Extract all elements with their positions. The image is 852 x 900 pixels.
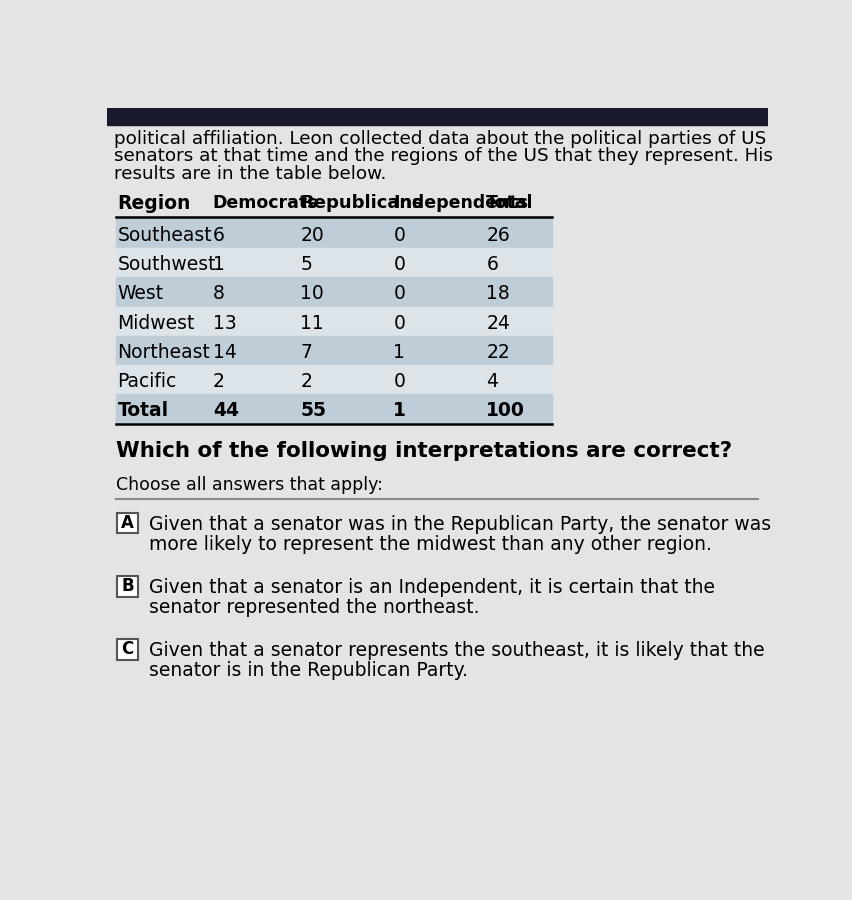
Bar — [116, 277, 551, 306]
Text: Southeast: Southeast — [118, 226, 212, 245]
Text: Midwest: Midwest — [118, 313, 194, 333]
FancyBboxPatch shape — [117, 513, 138, 534]
Text: 0: 0 — [393, 284, 405, 303]
FancyBboxPatch shape — [117, 639, 138, 660]
Bar — [106, 108, 767, 125]
Bar — [116, 365, 551, 393]
Bar — [116, 219, 551, 248]
Bar — [116, 248, 551, 276]
Bar — [116, 394, 551, 423]
Text: 0: 0 — [393, 313, 405, 333]
Text: Southwest: Southwest — [118, 255, 216, 274]
Text: 55: 55 — [300, 401, 326, 420]
Text: senators at that time and the regions of the US that they represent. His: senators at that time and the regions of… — [114, 148, 773, 166]
Text: 1: 1 — [393, 401, 406, 420]
Text: 6: 6 — [486, 255, 498, 274]
Text: Given that a senator represents the southeast, it is likely that the: Given that a senator represents the sout… — [149, 641, 764, 660]
Text: 5: 5 — [300, 255, 312, 274]
Text: Given that a senator is an Independent, it is certain that the: Given that a senator is an Independent, … — [149, 578, 715, 597]
Bar — [116, 307, 551, 335]
Text: 0: 0 — [393, 372, 405, 392]
Text: political affiliation. Leon collected data about the political parties of US: political affiliation. Leon collected da… — [114, 130, 766, 148]
Text: Given that a senator was in the Republican Party, the senator was: Given that a senator was in the Republic… — [149, 515, 770, 534]
Text: A: A — [121, 514, 134, 532]
Text: 20: 20 — [300, 226, 324, 245]
Text: 2: 2 — [212, 372, 224, 392]
Text: 0: 0 — [393, 255, 405, 274]
Text: 4: 4 — [486, 372, 498, 392]
Bar — [116, 336, 551, 364]
Text: 2: 2 — [300, 372, 312, 392]
Text: Northeast: Northeast — [118, 343, 210, 362]
Text: Choose all answers that apply:: Choose all answers that apply: — [116, 476, 383, 494]
Text: Which of the following interpretations are correct?: Which of the following interpretations a… — [116, 441, 731, 461]
Text: C: C — [121, 640, 134, 658]
Text: Independents: Independents — [393, 194, 528, 212]
Text: 26: 26 — [486, 226, 509, 245]
Text: 8: 8 — [212, 284, 224, 303]
Text: 22: 22 — [486, 343, 509, 362]
Text: 18: 18 — [486, 284, 509, 303]
Text: results are in the table below.: results are in the table below. — [114, 165, 386, 183]
Text: 13: 13 — [212, 313, 236, 333]
Text: 14: 14 — [212, 343, 236, 362]
Text: Pacific: Pacific — [118, 372, 176, 392]
Text: B: B — [121, 577, 134, 595]
Text: Republicans: Republicans — [300, 194, 423, 212]
Text: 44: 44 — [212, 401, 239, 420]
Text: Region: Region — [118, 194, 191, 213]
Text: 10: 10 — [300, 284, 324, 303]
Text: Democrats: Democrats — [212, 194, 318, 212]
Text: West: West — [118, 284, 164, 303]
Text: 24: 24 — [486, 313, 509, 333]
Text: Total: Total — [486, 194, 533, 212]
Text: 100: 100 — [486, 401, 525, 420]
Text: 11: 11 — [300, 313, 324, 333]
FancyBboxPatch shape — [117, 576, 138, 597]
Text: senator represented the northeast.: senator represented the northeast. — [149, 598, 479, 616]
Text: 1: 1 — [393, 343, 405, 362]
Text: 0: 0 — [393, 226, 405, 245]
Text: more likely to represent the midwest than any other region.: more likely to represent the midwest tha… — [149, 535, 711, 554]
Text: 6: 6 — [212, 226, 224, 245]
Text: senator is in the Republican Party.: senator is in the Republican Party. — [149, 661, 468, 680]
Text: Total: Total — [118, 401, 169, 420]
Text: 1: 1 — [212, 255, 224, 274]
Text: 7: 7 — [300, 343, 312, 362]
